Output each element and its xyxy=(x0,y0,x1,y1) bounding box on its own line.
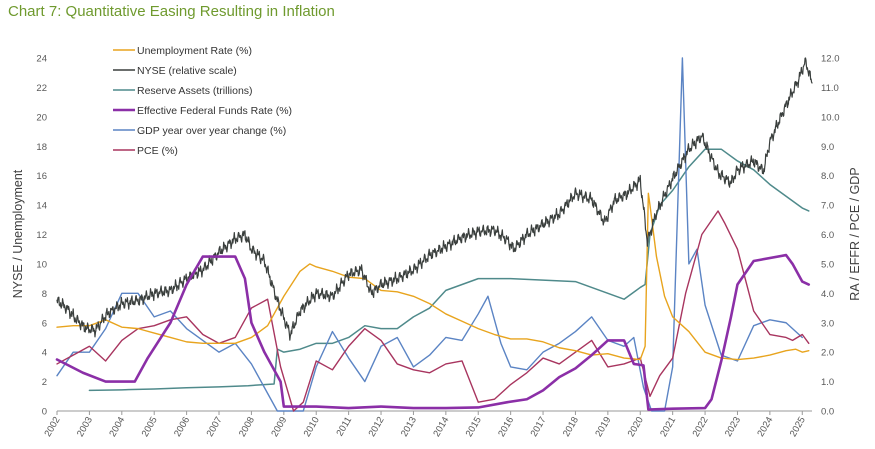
y-left-tick-label: 18 xyxy=(36,142,47,153)
x-tick-label: 2013 xyxy=(399,415,419,439)
y-right-tick-label: 3.0 xyxy=(821,318,834,329)
y-left-tick-label: 16 xyxy=(36,171,47,182)
x-tick-label: 2011 xyxy=(334,415,354,438)
y-left-tick-label: 6 xyxy=(42,318,47,329)
chart-title: Chart 7: Quantitative Easing Resulting i… xyxy=(8,3,335,20)
labels-layer: NYSE / Unemployment RA / EFFR / PCE / GD… xyxy=(11,167,862,300)
y-right-tick-label: 5.0 xyxy=(821,259,834,270)
y-right-tick-label: 9.0 xyxy=(821,142,834,153)
x-tick-label: 2003 xyxy=(75,415,95,439)
y-left-tick-label: 10 xyxy=(36,259,47,270)
y-right-tick-label: 12.0 xyxy=(821,54,840,65)
x-tick-label: 2006 xyxy=(172,415,192,439)
y-left-tick-label: 20 xyxy=(36,112,47,123)
y-left-tick-label: 4 xyxy=(42,348,47,359)
y-left-tick-label: 2 xyxy=(42,377,47,388)
y-left-tick-label: 0 xyxy=(42,407,47,418)
x-tick-label: 2020 xyxy=(626,415,646,439)
y-right-tick-label: 2.0 xyxy=(821,348,834,359)
legend-entry: NYSE (relative scale) xyxy=(137,65,237,77)
y-left-tick-label: 14 xyxy=(36,201,47,212)
x-tick-label: 2008 xyxy=(237,415,257,439)
x-tick-label: 2009 xyxy=(269,415,289,439)
x-tick-label: 2017 xyxy=(529,415,549,439)
x-tick-label: 2024 xyxy=(755,415,775,439)
x-tick-label: 2019 xyxy=(593,415,613,439)
y-right-tick-label: 7.0 xyxy=(821,201,834,212)
y-right-tick-label: 0.0 xyxy=(821,407,834,418)
y-left-tick-label: 8 xyxy=(42,289,47,300)
y-right-tick-label: 10.0 xyxy=(821,112,840,123)
y-right-tick-label: 8.0 xyxy=(821,171,834,182)
x-tick-label: 2010 xyxy=(302,415,322,439)
legend: Unemployment Rate (%) NYSE (relative scal… xyxy=(113,45,292,157)
x-tick-label: 2025 xyxy=(788,415,808,439)
y-left-tick-label: 22 xyxy=(36,83,47,94)
y-left-tick-label: 24 xyxy=(36,54,47,65)
x-tick-label: 2002 xyxy=(43,415,63,439)
x-tick-label: 2023 xyxy=(723,415,743,439)
x-tick-label: 2015 xyxy=(464,415,484,439)
legend-entry: PCE (%) xyxy=(137,145,178,157)
legend-entry: GDP year over year change (%) xyxy=(137,125,286,137)
y-right-tick-label: 11.0 xyxy=(821,83,839,94)
x-tick-label: 2004 xyxy=(107,415,127,439)
series-layer xyxy=(55,57,813,412)
x-tick-label: 2021 xyxy=(658,415,678,439)
series-line xyxy=(55,253,811,411)
y-right-tick-label: 4.0 xyxy=(821,289,834,300)
y-right-tick-label: 1.0 xyxy=(821,377,834,388)
series-line xyxy=(56,192,810,361)
legend-entry: Unemployment Rate (%) xyxy=(137,45,252,57)
y-axis-left-label: NYSE / Unemployment xyxy=(11,169,25,298)
series-line xyxy=(56,57,803,412)
x-tick-label: 2012 xyxy=(367,415,387,439)
legend-entry: Effective Federal Funds Rate (%) xyxy=(137,105,292,117)
y-left-tick-label: 12 xyxy=(36,230,47,241)
x-tick-label: 2007 xyxy=(205,415,225,439)
x-tick-label: 2016 xyxy=(496,415,516,439)
y-axis-right-label: RA / EFFR / PCE / GDP xyxy=(848,167,862,300)
series-line xyxy=(56,57,813,341)
legend-entry: Reserve Assets (trillions) xyxy=(137,85,253,97)
x-tick-label: 2014 xyxy=(431,415,451,439)
x-tick-label: 2022 xyxy=(691,415,711,439)
series-line xyxy=(56,210,810,412)
y-right-tick-label: 6.0 xyxy=(821,230,834,241)
series-line xyxy=(88,148,810,392)
x-tick-label: 2018 xyxy=(561,415,581,439)
x-tick-label: 2005 xyxy=(140,415,160,439)
